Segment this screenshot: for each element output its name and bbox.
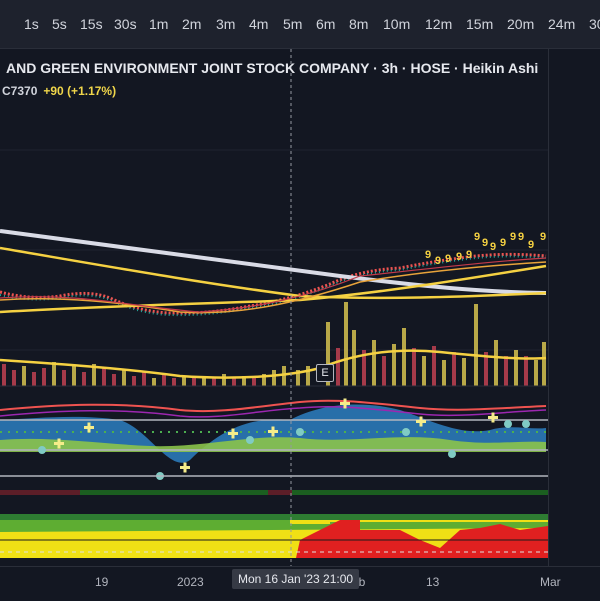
count-label: 9 <box>500 237 506 249</box>
chart-title: AND GREEN ENVIRONMENT JOINT STOCK COMPAN… <box>6 60 539 76</box>
price-scale[interactable] <box>548 49 600 569</box>
price-change: +90 (+1.17%) <box>43 84 117 98</box>
timeframe-4m[interactable]: 4m <box>249 16 269 32</box>
ma-white-line <box>0 229 547 295</box>
timeframe-5s[interactable]: 5s <box>52 16 67 32</box>
timeframe-24m[interactable]: 24m <box>548 16 576 32</box>
timeframe-3m[interactable]: 3m <box>216 16 236 32</box>
count-label: 9 <box>425 249 431 261</box>
time-label: 2023 <box>177 575 204 589</box>
count-label: 9 <box>466 249 472 261</box>
chart-canvas[interactable]: 9 9 9 9 9 9 9 9 9 9 9 9 9 <box>0 49 600 569</box>
timeframe-1s[interactable]: 1s <box>24 16 39 32</box>
ma-orange-line <box>0 261 547 314</box>
timeframe-20m[interactable]: 20m <box>507 16 535 32</box>
last-price: C7370 <box>2 84 38 98</box>
count-label: 9 <box>474 231 480 243</box>
count-label: 9 <box>482 237 488 249</box>
timeframe-15m[interactable]: 15m <box>466 16 494 32</box>
timeframe-12m[interactable]: 12m <box>425 16 453 32</box>
count-label: 9 <box>456 251 462 263</box>
timeframe-5m[interactable]: 5m <box>283 16 303 32</box>
volume-ma-line <box>0 349 547 379</box>
timeframe-6m[interactable]: 6m <box>316 16 336 32</box>
timeframe-toolbar: 1s 5s 15s 30s 1m 2m 3m 4m 5m 6m 8m 10m 1… <box>0 0 600 49</box>
bottom-histogram <box>0 514 600 558</box>
timeframe-30[interactable]: 30 <box>589 16 600 32</box>
time-label: Mar <box>540 575 561 589</box>
price-info: C7370 +90 (+1.17%) <box>2 84 116 98</box>
timeframe-30s[interactable]: 30s <box>114 16 137 32</box>
timeframe-10m[interactable]: 10m <box>383 16 411 32</box>
crosshair-time-label: Mon 16 Jan '23 21:00 <box>232 569 360 589</box>
timeframe-8m[interactable]: 8m <box>349 16 369 32</box>
count-label: 9 <box>518 231 524 243</box>
count-label: 9 <box>490 241 496 253</box>
count-label: 9 <box>445 253 451 265</box>
sequential-count-labels: 9 9 9 9 9 9 9 9 9 9 9 9 9 <box>425 231 546 267</box>
volume-bars <box>2 302 546 386</box>
earnings-event-marker[interactable]: E <box>316 364 334 382</box>
count-label: 9 <box>435 255 441 267</box>
chart-svg: 9 9 9 9 9 9 9 9 9 9 9 9 9 <box>0 49 600 566</box>
timeframe-2m[interactable]: 2m <box>182 16 202 32</box>
time-label: 13 <box>426 575 440 589</box>
ma-red-line <box>0 257 547 313</box>
count-label: 9 <box>510 231 516 243</box>
time-label: 19 <box>95 575 109 589</box>
count-label: 9 <box>540 231 546 243</box>
timeframe-15s[interactable]: 15s <box>80 16 103 32</box>
oscillator-pane <box>0 398 600 480</box>
count-label: 9 <box>528 239 534 251</box>
timeframe-1m[interactable]: 1m <box>149 16 169 32</box>
